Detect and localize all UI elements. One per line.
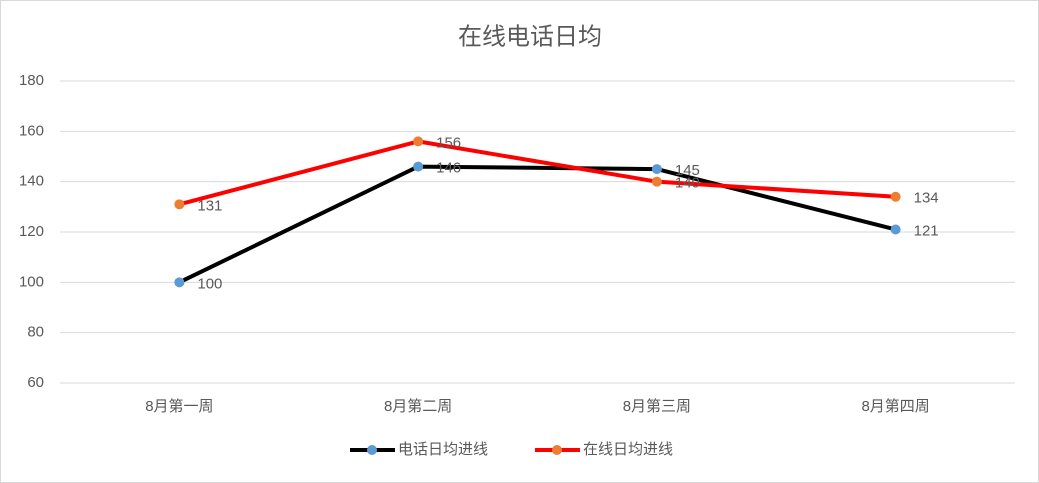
legend-label: 电话日均进线 (398, 441, 488, 458)
x-tick-label: 8月第二周 (384, 397, 452, 415)
x-tick-label: 8月第四周 (861, 397, 929, 415)
legend-label: 在线日均进线 (583, 441, 673, 458)
y-tick-label: 180 (19, 72, 44, 89)
y-tick-label: 100 (19, 273, 44, 290)
data-label: 146 (436, 160, 461, 177)
legend-marker (552, 445, 562, 455)
data-point (890, 224, 901, 235)
x-tick-label: 8月第三周 (623, 397, 691, 415)
x-tick-label: 8月第一周 (145, 397, 213, 415)
y-tick-label: 120 (19, 223, 44, 240)
data-point (413, 136, 424, 147)
data-point (651, 176, 662, 187)
data-label: 140 (675, 175, 700, 192)
data-label: 134 (914, 190, 939, 207)
series-line (178, 164, 897, 285)
data-point (413, 161, 424, 172)
data-point (890, 191, 901, 202)
data-point (174, 199, 185, 210)
data-label: 145 (675, 162, 700, 179)
legend-marker (367, 445, 377, 455)
series-line (178, 139, 896, 207)
y-tick-label: 60 (27, 374, 44, 391)
data-label: 100 (197, 275, 222, 292)
data-point (651, 164, 662, 175)
data-label: 131 (197, 197, 222, 214)
y-tick-label: 80 (27, 324, 44, 341)
y-tick-label: 140 (19, 173, 44, 190)
data-point (174, 277, 185, 288)
data-label: 156 (436, 134, 461, 151)
chart-title: 在线电话日均 (458, 23, 602, 50)
data-label: 121 (914, 222, 939, 239)
y-tick-label: 160 (19, 122, 44, 139)
